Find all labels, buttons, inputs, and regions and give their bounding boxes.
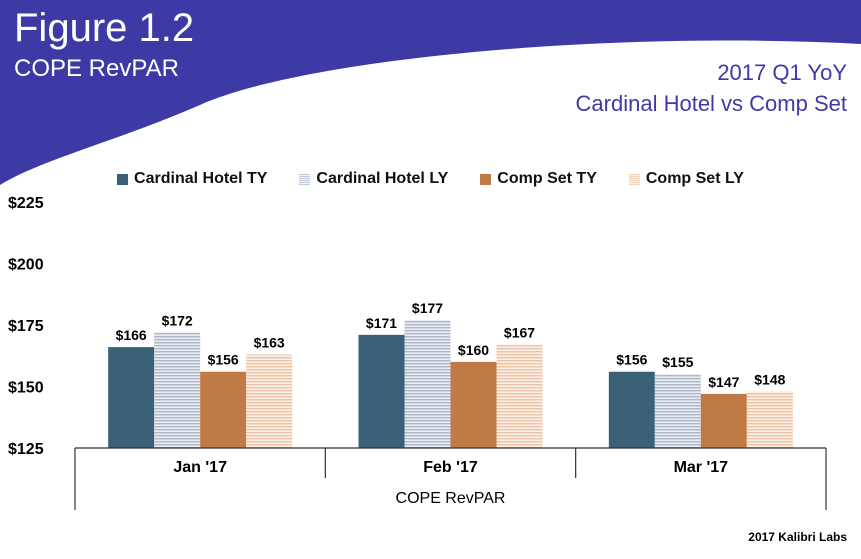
data-label: $160 — [458, 342, 489, 358]
data-label: $148 — [754, 371, 785, 387]
bar — [404, 320, 451, 448]
bars-group: $166 $172 $156 $163 $171 $177 $160 $167 $156 $155… — [108, 300, 793, 448]
bar — [154, 332, 201, 448]
bar — [654, 374, 701, 448]
data-label: $163 — [254, 335, 285, 351]
figure-subtitle: COPE RevPAR — [14, 55, 179, 82]
data-label: $166 — [116, 327, 147, 343]
y-tick-label: $150 — [8, 380, 44, 397]
legend-item: Cardinal Hotel LY — [299, 170, 448, 188]
data-label: $177 — [412, 300, 443, 316]
legend-item: Comp Set LY — [628, 170, 744, 188]
data-label: $147 — [708, 374, 739, 390]
header-period: 2017 Q1 YoY — [717, 60, 847, 85]
bar — [746, 391, 793, 448]
legend-swatch — [480, 173, 492, 185]
x-axis: Jan '17 Feb '17 Mar '17 COPE RevPAR — [74, 447, 827, 510]
chart-legend: Cardinal Hotel TY Cardinal Hotel LY Comp… — [0, 170, 861, 188]
x-tick-label: Jan '17 — [173, 459, 227, 476]
credit-text: 2017 Kalibri Labs — [748, 530, 847, 544]
y-axis: $125 $150 $175 $200 $225 — [8, 195, 44, 458]
data-label: $167 — [504, 325, 535, 341]
legend-label: Comp Set TY — [497, 170, 597, 187]
legend-item: Comp Set TY — [480, 170, 597, 188]
legend-item: Cardinal Hotel TY — [117, 170, 267, 188]
bar — [608, 371, 655, 448]
bar — [200, 371, 247, 448]
header-banner — [0, 0, 861, 185]
x-axis-label: COPE RevPAR — [396, 490, 506, 507]
data-label: $156 — [208, 352, 239, 368]
legend-label: Cardinal Hotel LY — [316, 170, 449, 187]
legend-swatch — [117, 173, 129, 185]
bar — [246, 354, 293, 448]
data-label: $156 — [616, 352, 647, 368]
bar — [496, 344, 543, 448]
x-tick-label: Feb '17 — [423, 459, 478, 476]
y-tick-label: $125 — [8, 441, 44, 458]
data-label: $171 — [366, 315, 397, 331]
y-tick-label: $175 — [8, 318, 44, 335]
legend-swatch — [628, 173, 640, 185]
y-tick-label: $200 — [8, 257, 44, 274]
bar — [108, 347, 155, 448]
legend-swatch — [299, 173, 311, 185]
header-comparison: Cardinal Hotel vs Comp Set — [575, 91, 847, 116]
figure-title: Figure 1.2 — [14, 6, 195, 50]
bar — [358, 334, 405, 448]
bar — [450, 361, 497, 448]
bar — [700, 393, 747, 448]
data-label: $172 — [162, 312, 193, 328]
data-label: $155 — [662, 354, 693, 370]
legend-label: Cardinal Hotel TY — [134, 170, 268, 187]
y-tick-label: $225 — [8, 195, 44, 212]
legend-label: Comp Set LY — [645, 170, 744, 187]
x-tick-label: Mar '17 — [674, 459, 729, 476]
